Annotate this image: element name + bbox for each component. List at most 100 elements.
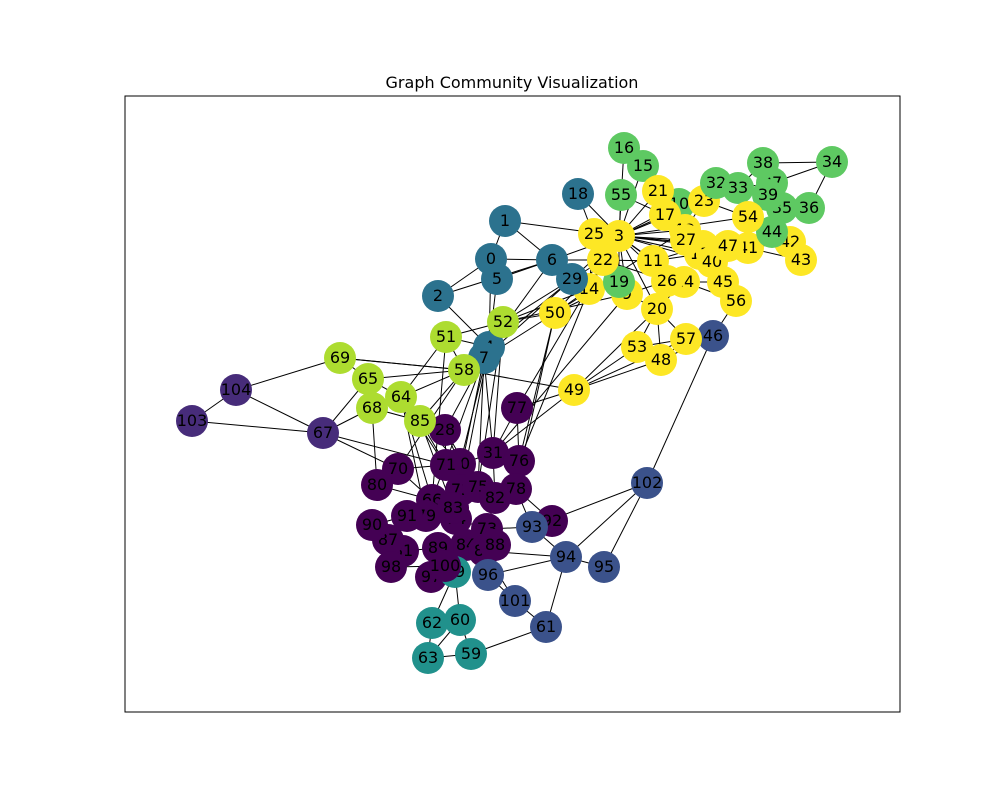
node-label: 21 — [648, 181, 668, 200]
node-label: 54 — [738, 207, 758, 226]
node-circle — [697, 320, 729, 352]
node-circle — [603, 220, 635, 252]
node-39: 39 — [752, 179, 784, 211]
node-label: 57 — [676, 329, 696, 348]
node-label: 47 — [718, 236, 738, 255]
node-label: 55 — [611, 185, 631, 204]
node-label: 1 — [500, 211, 510, 230]
node-20: 20 — [641, 293, 673, 325]
node-circle — [416, 607, 448, 639]
node-90: 90 — [356, 509, 388, 541]
node-circle — [487, 306, 519, 338]
node-76: 76 — [503, 445, 535, 477]
node-71: 71 — [430, 449, 462, 481]
node-circle — [550, 541, 582, 573]
node-circle — [499, 585, 531, 617]
edge-94-102 — [565, 482, 648, 558]
node-circle — [477, 437, 509, 469]
node-label: 82 — [485, 488, 505, 507]
node-circle — [722, 172, 754, 204]
node-circle — [356, 509, 388, 541]
node-36: 36 — [793, 192, 825, 224]
node-circle — [816, 146, 848, 178]
node-label: 3 — [614, 226, 624, 245]
node-circle — [391, 500, 423, 532]
node-circle — [645, 344, 677, 376]
node-label: 22 — [593, 250, 613, 269]
node-102: 102 — [631, 467, 663, 499]
node-circle — [430, 321, 462, 353]
node-88: 88 — [479, 529, 511, 561]
node-96: 96 — [472, 559, 504, 591]
plot-frame — [124, 95, 901, 713]
node-label: 68 — [362, 398, 382, 417]
node-circle — [720, 285, 752, 317]
node-label: 104 — [221, 380, 252, 399]
node-circle — [516, 511, 548, 543]
node-59: 59 — [455, 638, 487, 670]
node-circle — [641, 293, 673, 325]
node-104: 104 — [220, 374, 252, 406]
node-95: 95 — [588, 551, 620, 583]
node-31: 31 — [477, 437, 509, 469]
node-5: 5 — [481, 263, 513, 295]
node-27: 27 — [670, 224, 702, 256]
node-34: 34 — [816, 146, 848, 178]
node-label: 100 — [430, 556, 461, 575]
node-label: 51 — [436, 327, 456, 346]
node-49: 49 — [558, 374, 590, 406]
node-56: 56 — [720, 285, 752, 317]
node-circle — [501, 392, 533, 424]
node-53: 53 — [621, 331, 653, 363]
node-label: 59 — [461, 644, 481, 663]
edge-49-31 — [492, 389, 575, 454]
node-label: 98 — [381, 557, 401, 576]
node-label: 26 — [657, 271, 677, 290]
node-label: 62 — [422, 613, 442, 632]
node-label: 53 — [627, 337, 647, 356]
node-101: 101 — [499, 585, 531, 617]
node-circle — [785, 244, 817, 276]
node-circle — [220, 374, 252, 406]
node-label: 76 — [509, 451, 529, 470]
node-82: 82 — [479, 482, 511, 514]
node-label: 85 — [410, 411, 430, 430]
node-label: 67 — [313, 423, 333, 442]
node-label: 16 — [614, 138, 634, 157]
node-label: 7 — [479, 348, 489, 367]
node-circle — [670, 224, 702, 256]
node-label: 0 — [486, 249, 496, 268]
node-50: 50 — [539, 297, 571, 329]
node-label: 70 — [388, 459, 408, 478]
node-label: 102 — [632, 473, 663, 492]
node-label: 49 — [564, 380, 584, 399]
node-circle — [603, 266, 635, 298]
node-label: 96 — [478, 565, 498, 584]
node-61: 61 — [530, 611, 562, 643]
node-67: 67 — [307, 417, 339, 449]
nodes-layer: 0123456789101112131415161718192021222324… — [176, 132, 848, 674]
node-circle — [385, 381, 417, 413]
node-1: 1 — [489, 205, 521, 237]
node-circle — [536, 244, 568, 276]
node-93: 93 — [516, 511, 548, 543]
edge-46-102 — [646, 335, 714, 484]
node-43: 43 — [785, 244, 817, 276]
node-label: 91 — [397, 506, 417, 525]
node-circle — [732, 201, 764, 233]
node-26: 26 — [651, 265, 683, 297]
node-circle — [352, 363, 384, 395]
node-circle — [621, 331, 653, 363]
node-circle — [437, 492, 469, 524]
node-label: 78 — [506, 479, 526, 498]
node-circle — [747, 147, 779, 179]
node-85: 85 — [404, 405, 436, 437]
node-circle — [448, 354, 480, 386]
node-label: 93 — [522, 517, 542, 536]
node-label: 52 — [493, 312, 513, 331]
node-circle — [670, 323, 702, 355]
node-circle — [444, 604, 476, 636]
node-18: 18 — [562, 178, 594, 210]
node-circle — [631, 467, 663, 499]
